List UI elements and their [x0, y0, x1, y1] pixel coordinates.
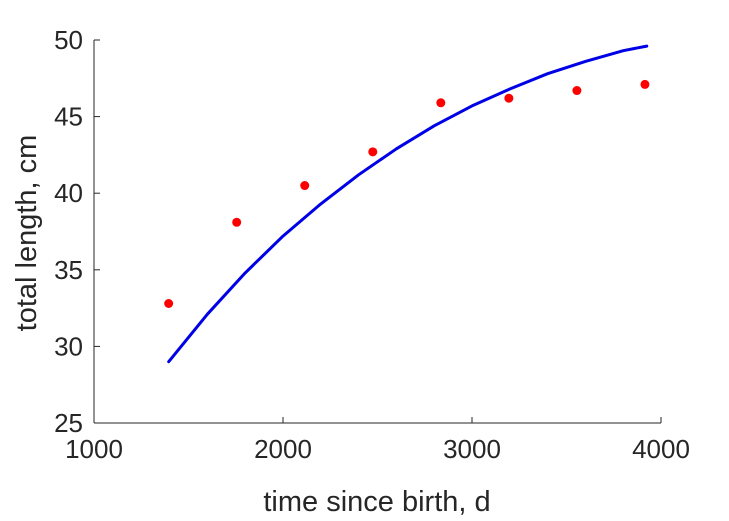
y-tick-label: 50 [54, 25, 83, 55]
x-tick-label: 2000 [254, 434, 312, 464]
plot-marks [164, 44, 650, 364]
data-point [300, 181, 310, 191]
x-axis-label: time since birth, d [263, 486, 490, 518]
y-tick-label: 35 [54, 255, 83, 285]
axes: 1000 2000 3000 4000 25 30 35 40 45 50 [54, 25, 690, 464]
y-axis-label: total length, cm [11, 135, 43, 332]
y-tick-label: 45 [54, 102, 83, 132]
data-point [368, 147, 378, 157]
y-tick-label: 40 [54, 178, 83, 208]
data-point [640, 79, 650, 89]
data-point [164, 299, 174, 309]
x-tick-label: 3000 [443, 434, 501, 464]
x-tick-label: 1000 [65, 434, 123, 464]
data-point [436, 98, 446, 108]
data-point [504, 93, 514, 103]
y-tick-label: 30 [54, 331, 83, 361]
y-tick-label: 25 [54, 408, 83, 438]
fit-line [167, 44, 649, 364]
data-point [572, 86, 582, 96]
x-tick-label: 4000 [632, 434, 690, 464]
data-point [232, 217, 242, 227]
